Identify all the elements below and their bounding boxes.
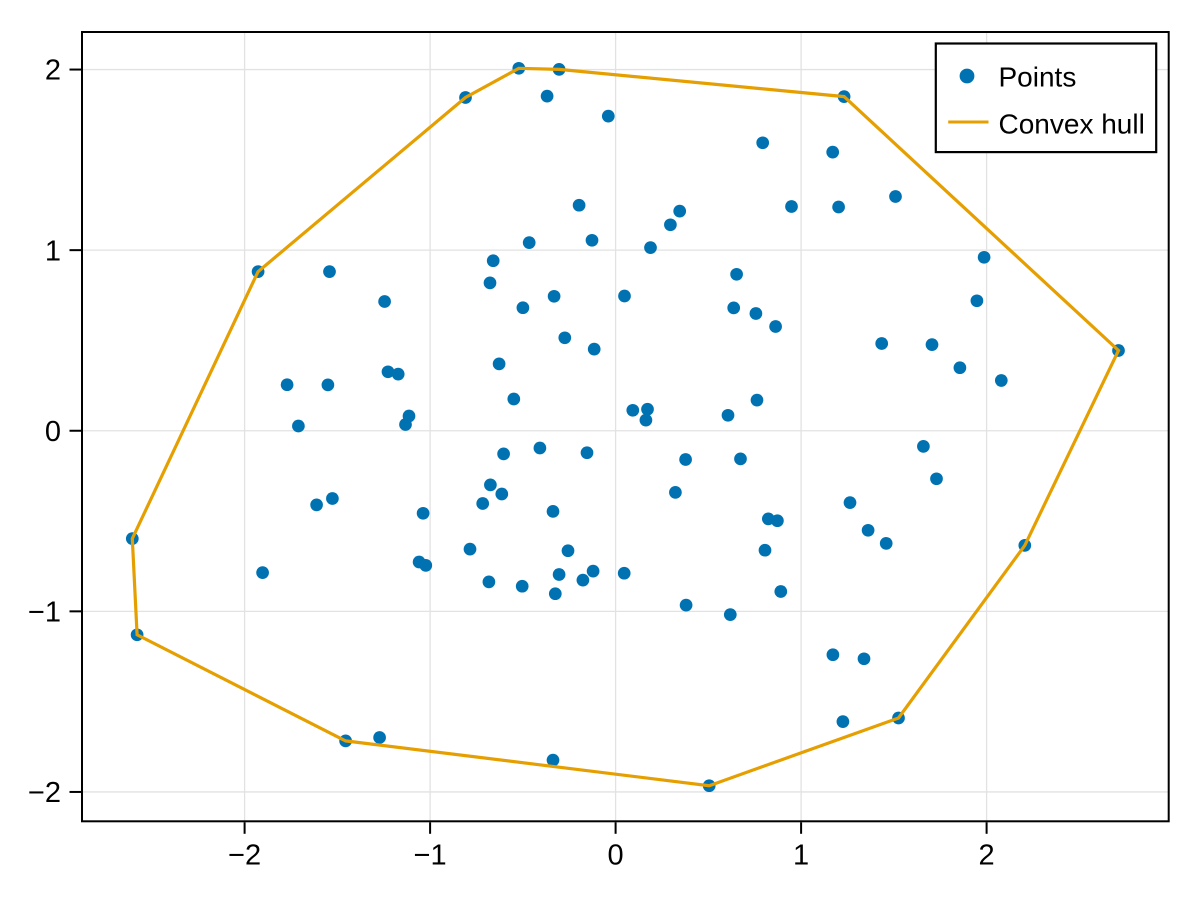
svg-text:−1: −1: [414, 839, 447, 871]
svg-text:1: 1: [793, 839, 809, 871]
svg-text:1: 1: [45, 235, 61, 267]
svg-text:2: 2: [979, 839, 995, 871]
svg-text:2: 2: [45, 55, 61, 87]
svg-text:Points: Points: [999, 62, 1077, 93]
svg-text:0: 0: [608, 839, 624, 871]
svg-text:−2: −2: [28, 777, 61, 809]
svg-text:0: 0: [45, 416, 61, 448]
svg-text:Convex hull: Convex hull: [999, 109, 1145, 140]
svg-text:−1: −1: [28, 596, 61, 628]
svg-text:−2: −2: [228, 839, 261, 871]
